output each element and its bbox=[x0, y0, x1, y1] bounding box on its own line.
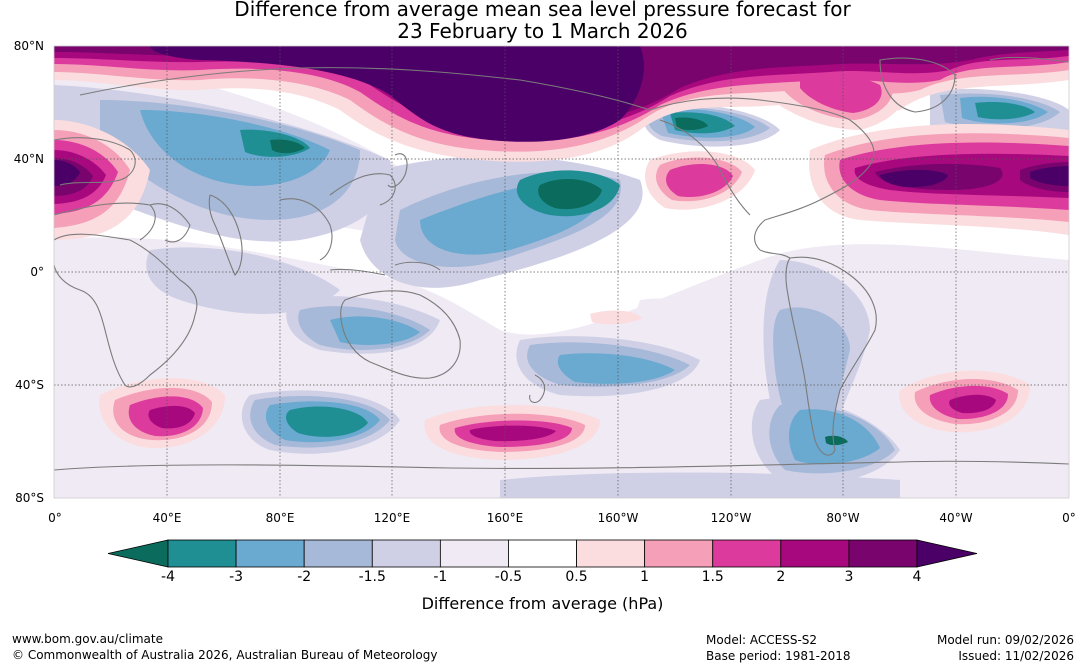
colorbar bbox=[107, 539, 978, 568]
lat-label-80s: 80°S bbox=[15, 491, 44, 505]
colorbar-label: Difference from average (hPa) bbox=[421, 594, 664, 613]
graticule bbox=[54, 46, 1069, 498]
coastlines bbox=[54, 56, 1069, 471]
lon-label-160e: 160°E bbox=[486, 511, 524, 525]
colorbar-swatch bbox=[303, 539, 373, 568]
colorbar-swatch bbox=[167, 539, 237, 568]
colorbar-tick: -2 bbox=[297, 569, 312, 585]
footer-model-run: Model run: 09/02/2026 bbox=[936, 633, 1074, 647]
colorbar-tick: -1 bbox=[433, 569, 448, 585]
colorbar-swatch bbox=[848, 539, 918, 568]
lat-label-eq: 0° bbox=[30, 265, 44, 279]
colorbar-swatch bbox=[439, 539, 509, 568]
footer-model: Model: ACCESS-S2 bbox=[706, 633, 818, 647]
map-frame bbox=[53, 45, 1070, 499]
colorbar-tick: 4 bbox=[912, 569, 922, 585]
colorbar-swatch bbox=[235, 539, 305, 568]
lon-label-80w: 80°W bbox=[826, 511, 860, 525]
colorbar-tick: -0.5 bbox=[494, 569, 523, 585]
footer-copyright: © Commonwealth of Australia 2026, Austra… bbox=[12, 648, 438, 662]
colorbar-swatch bbox=[780, 539, 850, 568]
lon-label-160w: 160°W bbox=[597, 511, 639, 525]
lon-label-0-right: 0° bbox=[1062, 511, 1076, 525]
lat-label-80n: 80°N bbox=[13, 39, 44, 53]
lon-label-40e: 40°E bbox=[152, 511, 182, 525]
map-title-line-1: Difference from average mean sea level p… bbox=[234, 0, 851, 21]
footer-base-period: Base period: 1981-2018 bbox=[706, 649, 851, 663]
footer-issued: Issued: 11/02/2026 bbox=[958, 649, 1074, 663]
colorbar-tick: 3 bbox=[844, 569, 854, 585]
lat-label-40s: 40°S bbox=[15, 378, 44, 392]
colorbar-tick: -4 bbox=[161, 569, 175, 585]
lat-label-40n: 40°N bbox=[13, 152, 44, 166]
lon-label-120e: 120°E bbox=[373, 511, 411, 525]
colorbar-tick: 1.5 bbox=[701, 569, 724, 585]
colorbar-tick: 1 bbox=[640, 569, 650, 585]
colorbar-swatch bbox=[576, 539, 646, 568]
colorbar-swatch bbox=[371, 539, 441, 568]
lon-label-0-left: 0° bbox=[48, 511, 62, 525]
footer-website[interactable]: www.bom.gov.au/climate bbox=[12, 632, 163, 646]
colorbar-swatch bbox=[712, 539, 782, 568]
colorbar-arrow-high bbox=[916, 539, 978, 568]
colorbar-tick: 0.5 bbox=[565, 569, 588, 585]
colorbar-swatch bbox=[644, 539, 714, 568]
lon-label-40w: 40°W bbox=[939, 511, 973, 525]
colorbar-tick: 2 bbox=[776, 569, 786, 585]
colorbar-arrow-low bbox=[107, 539, 169, 568]
lon-label-120w: 120°W bbox=[710, 511, 752, 525]
lon-label-80e: 80°E bbox=[265, 511, 295, 525]
map-title-line-2: 23 February to 1 March 2026 bbox=[397, 19, 688, 43]
colorbar-tick: -1.5 bbox=[358, 569, 386, 585]
colorbar-swatch bbox=[508, 539, 577, 568]
colorbar-tick: -3 bbox=[229, 569, 244, 585]
anomaly-field bbox=[54, 46, 1069, 498]
